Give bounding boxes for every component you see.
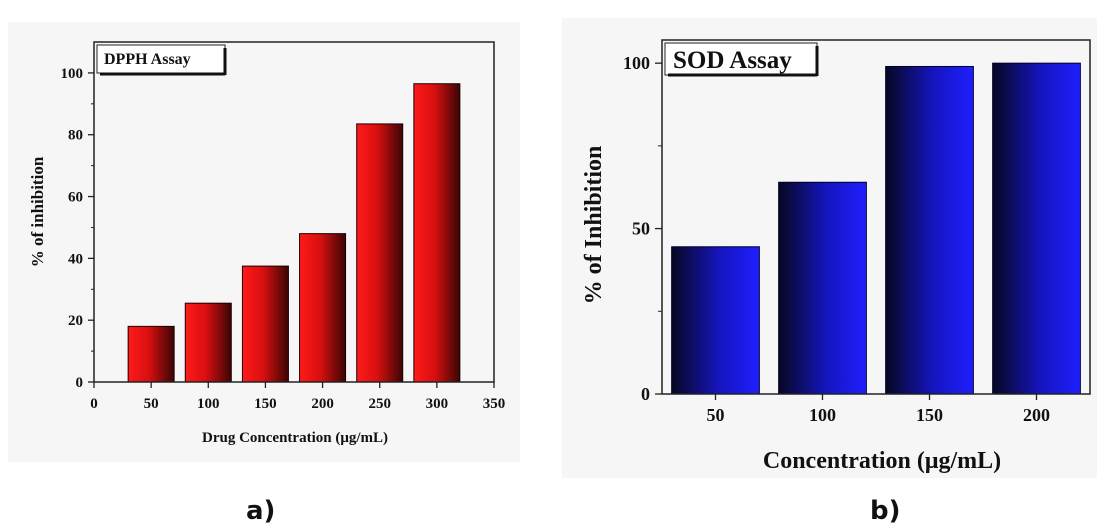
- chart-a-x-tick-label: 250: [368, 396, 391, 412]
- chart-a-x-axis-label: Drug Concentration (μg/mL): [202, 430, 388, 446]
- chart-a-y-axis-label: % of inhibition: [28, 156, 47, 267]
- chart-b-x-tick-label: 100: [809, 405, 836, 425]
- chart-a-x-tick-label: 300: [426, 396, 449, 412]
- chart-a-x-tick-label: 200: [311, 396, 334, 412]
- chart-a-y-tick-label: 0: [76, 375, 84, 391]
- chart-b-plot-frame: [661, 39, 1091, 395]
- chart-b-x-axis-label: Concentration (μg/mL): [763, 448, 1001, 474]
- chart-b-title: SOD Assay: [673, 47, 792, 74]
- panel-label-a: a): [246, 496, 276, 526]
- chart-b-bar-150: [885, 65, 974, 395]
- chart-a-x-tick-label: 50: [144, 396, 159, 412]
- chart-b-y-tick-label: 100: [623, 53, 650, 73]
- chart-a-x-tick-label: 0: [90, 396, 98, 412]
- chart-a: 0 50 100 150 200 250 300 350 0 20 40 60 80 100 DPPH A…: [28, 41, 506, 446]
- chart-a-y-tick-label: 100: [61, 66, 84, 82]
- chart-a-plot-frame: [93, 41, 495, 383]
- chart-b: 50 100 150 200 0 50 100 SOD Assay Concentratio…: [581, 39, 1091, 474]
- chart-a-y-tick-label: 20: [68, 313, 83, 329]
- chart-b-bar-50: [671, 246, 760, 395]
- chart-a-axes: 0 50 100 150 200 250 300 350 0 20 40 60 80 100: [61, 66, 506, 412]
- chart-b-bars: [671, 62, 1081, 395]
- chart-a-bar-250: [356, 123, 404, 383]
- chart-b-bar-100: [778, 181, 867, 395]
- chart-a-x-tick-label: 350: [483, 396, 506, 412]
- chart-b-y-tick-label: 0: [641, 384, 650, 404]
- chart-b-y-axis-label: % of Inhibition: [581, 146, 607, 305]
- chart-a-bar-200: [299, 233, 347, 383]
- chart-a-bar-300: [413, 83, 461, 383]
- chart-a-y-tick-label: 40: [68, 251, 83, 267]
- chart-b-title-box: SOD Assay: [664, 42, 819, 77]
- chart-a-bar-100: [184, 302, 232, 383]
- chart-b-bar-200: [992, 62, 1081, 395]
- chart-a-x-tick-label: 100: [197, 396, 220, 412]
- chart-b-x-tick-label: 150: [916, 405, 943, 425]
- chart-a-y-tick-label: 80: [68, 128, 83, 144]
- chart-a-bar-50: [127, 325, 175, 383]
- panel-label-b: b): [870, 496, 901, 526]
- chart-b-x-tick-label: 50: [707, 405, 725, 425]
- chart-a-bar-150: [241, 265, 289, 383]
- chart-b-x-tick-label: 200: [1023, 405, 1050, 425]
- chart-a-bars: [127, 83, 461, 383]
- chart-b-y-tick-label: 50: [632, 219, 650, 239]
- chart-a-x-tick-label: 150: [254, 396, 277, 412]
- chart-b-axes: 50 100 150 200 0 50 100: [623, 53, 1050, 425]
- chart-a-title-box: DPPH Assay: [96, 44, 227, 76]
- chart-a-y-tick-label: 60: [68, 190, 83, 206]
- chart-a-title: DPPH Assay: [104, 51, 191, 68]
